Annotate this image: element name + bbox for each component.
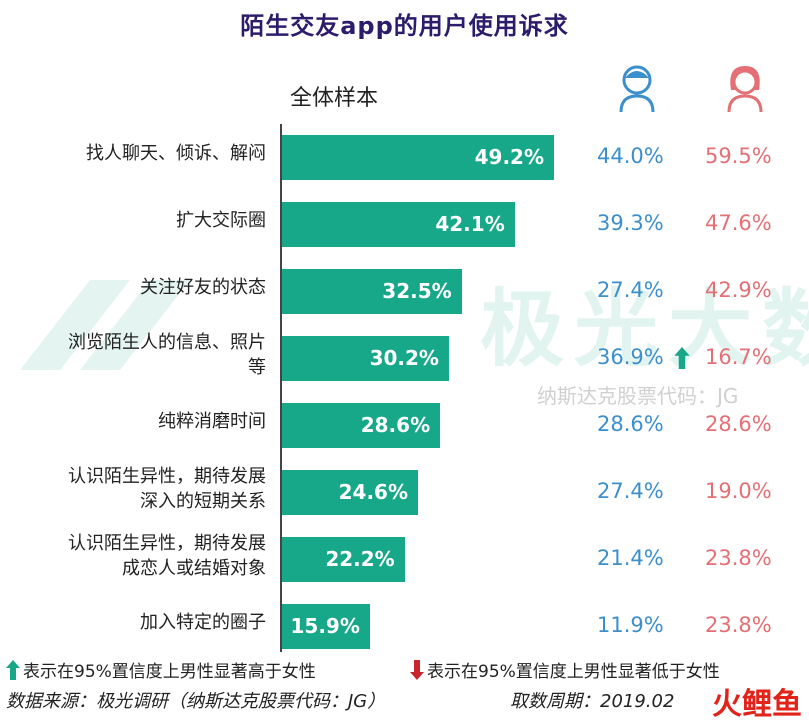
- watermark-subtext: 纳斯达克股票代码：JG: [537, 384, 739, 408]
- category-label-line: 加入特定的圈子: [140, 612, 266, 633]
- bar: 15.9%: [282, 604, 370, 649]
- category-label-line: 扩大交际圈: [176, 210, 266, 231]
- category-label-line: 认识陌生异性，期待发展: [68, 532, 266, 554]
- chart-title: 陌生交友app的用户使用诉求: [240, 12, 569, 40]
- bar-value-label: 15.9%: [290, 614, 360, 638]
- category-label: 浏览陌生人的信息、照片等: [0, 330, 266, 380]
- data-period: 取数周期：2019.02: [510, 691, 675, 712]
- male-value-label: 36.9%: [597, 344, 664, 369]
- male-value-label: 28.6%: [597, 411, 664, 436]
- axis-line: [280, 124, 282, 652]
- bar-value-label: 22.2%: [325, 547, 395, 571]
- bar: 28.6%: [282, 403, 441, 448]
- category-label-line: 成恋人或结婚对象: [122, 557, 266, 579]
- bar-value-label: 32.5%: [382, 279, 452, 303]
- category-label-line: 找人聊天、倾诉、解闷: [86, 143, 266, 164]
- legend-higher-text: 表示在95%置信度上男性显著高于女性: [23, 662, 316, 682]
- bar: 22.2%: [282, 537, 405, 582]
- category-label-line: 认识陌生异性，期待发展: [68, 465, 266, 487]
- category-label-line: 深入的短期关系: [140, 490, 266, 512]
- significance-arrow-up-icon: [674, 346, 690, 369]
- male-value-label: 11.9%: [597, 612, 664, 637]
- bar: 32.5%: [282, 269, 462, 314]
- bar-value-label: 28.6%: [360, 413, 431, 437]
- male-value-label: 44.0%: [597, 143, 664, 168]
- arrow-up-icon: [6, 660, 20, 680]
- category-label: 扩大交际圈: [0, 208, 266, 233]
- female-value-label: 28.6%: [705, 411, 772, 436]
- category-label-line: 浏览陌生人的信息、照片: [68, 331, 266, 353]
- male-value-label: 27.4%: [597, 277, 664, 302]
- arrow-down-icon: [410, 660, 424, 680]
- data-source: 数据来源：极光调研（纳斯达克股票代码：JG）: [6, 691, 386, 712]
- female-value-label: 23.8%: [705, 612, 772, 637]
- female-value-label: 23.8%: [705, 545, 772, 570]
- category-label: 找人聊天、倾诉、解闷: [0, 141, 266, 166]
- watermark-text: 极光大数据: [480, 280, 809, 378]
- bar: 49.2%: [282, 135, 554, 180]
- watermark-logo-icon: [20, 280, 190, 370]
- sample-label: 全体样本: [290, 86, 379, 111]
- legend-higher: 表示在95%置信度上男性显著高于女性: [6, 657, 316, 682]
- legend-lower-text: 表示在95%置信度上男性显著低于女性: [427, 662, 720, 682]
- category-label-line: 等: [248, 356, 266, 378]
- bar: 24.6%: [282, 470, 418, 515]
- bar-value-label: 49.2%: [474, 145, 544, 169]
- female-user-icon: [727, 66, 763, 113]
- male-value-label: 39.3%: [597, 210, 664, 235]
- bar: 42.1%: [282, 202, 515, 247]
- corner-logo: 火鲤鱼: [712, 687, 802, 722]
- category-label: 纯粹消磨时间: [0, 409, 266, 434]
- female-value-label: 47.6%: [705, 210, 772, 235]
- male-value-label: 27.4%: [597, 478, 664, 503]
- female-value-label: 19.0%: [705, 478, 772, 503]
- bar-value-label: 30.2%: [369, 346, 439, 370]
- legend-lower: 表示在95%置信度上男性显著低于女性: [410, 657, 720, 682]
- category-label-line: 关注好友的状态: [140, 277, 266, 298]
- category-label: 认识陌生异性，期待发展成恋人或结婚对象: [0, 531, 266, 581]
- male-value-label: 21.4%: [597, 545, 664, 570]
- female-value-label: 59.5%: [705, 143, 772, 168]
- category-label-line: 纯粹消磨时间: [158, 411, 266, 432]
- category-label: 认识陌生异性，期待发展深入的短期关系: [0, 464, 266, 514]
- female-value-label: 42.9%: [705, 277, 772, 302]
- bar-value-label: 42.1%: [435, 212, 505, 236]
- female-value-label: 16.7%: [705, 344, 772, 369]
- male-user-icon: [619, 65, 655, 113]
- bar-value-label: 24.6%: [338, 480, 408, 504]
- category-label: 加入特定的圈子: [0, 610, 266, 635]
- bar: 30.2%: [282, 336, 449, 381]
- category-label: 关注好友的状态: [0, 275, 266, 300]
